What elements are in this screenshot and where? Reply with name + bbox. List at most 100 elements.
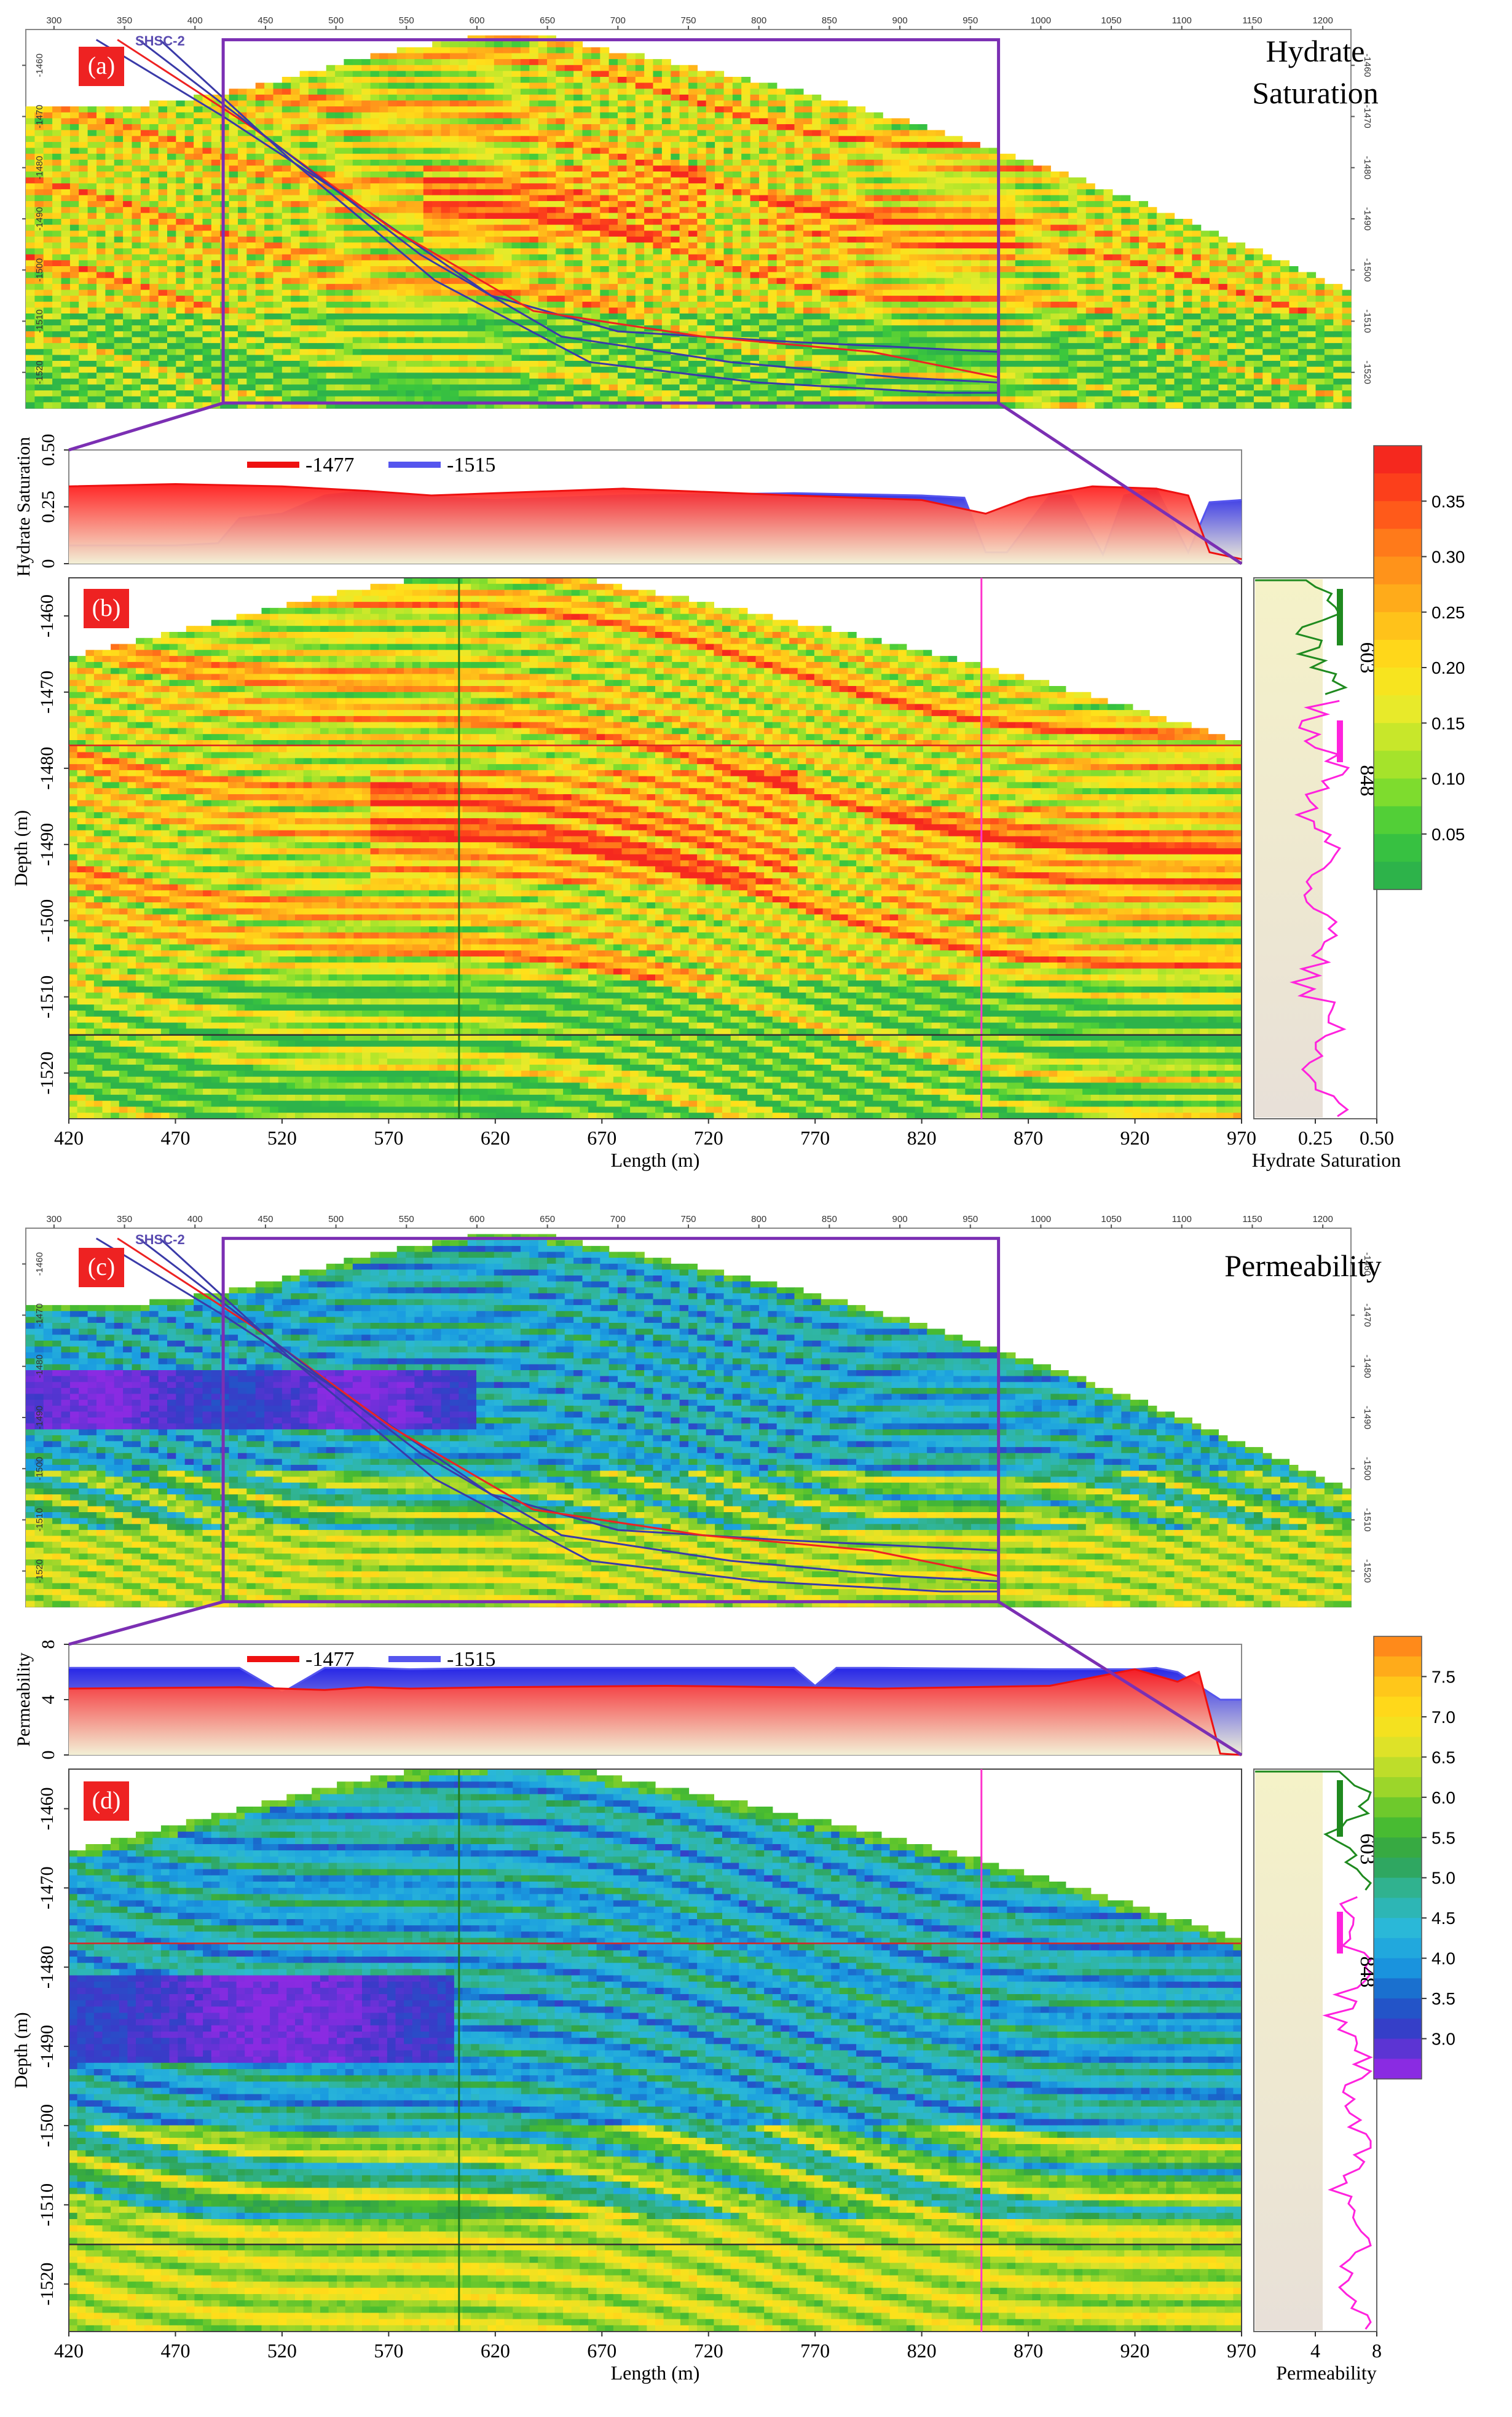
- heat-cell: [353, 112, 362, 119]
- heat-cell: [185, 302, 194, 308]
- heat-cell: [229, 213, 238, 219]
- heat-cell: [167, 178, 176, 184]
- heat-cell: [414, 278, 423, 284]
- heat-cell: [185, 320, 194, 326]
- heat-cell: [194, 260, 203, 266]
- heat-cell: [335, 95, 344, 101]
- heat-cell: [167, 165, 176, 172]
- heat-cell: [176, 355, 185, 361]
- heat-cell: [246, 320, 256, 326]
- heat-cell: [282, 112, 291, 119]
- heat-cell: [176, 154, 185, 160]
- heat-cell: [211, 290, 221, 296]
- heat-cell: [414, 361, 423, 367]
- heat-cell: [256, 260, 265, 266]
- heat-cell: [246, 313, 256, 320]
- heat-cell: [167, 307, 176, 313]
- heat-cell: [291, 337, 300, 344]
- heat-cell: [406, 83, 415, 89]
- heat-cell: [264, 160, 274, 166]
- heat-cell: [309, 83, 318, 89]
- heat-cell: [335, 272, 344, 278]
- heat-cell: [256, 343, 265, 349]
- heat-cell: [141, 254, 150, 261]
- heat-cell: [203, 272, 212, 278]
- heat-cell: [203, 343, 212, 349]
- heat-cell: [220, 373, 229, 379]
- heat-cell: [79, 290, 88, 296]
- heat-cell: [317, 195, 326, 202]
- heat-cell: [26, 290, 35, 296]
- heat-cell: [96, 189, 106, 195]
- heat-cell: [309, 325, 318, 331]
- heat-cell: [397, 201, 406, 207]
- heat-cell: [317, 189, 326, 195]
- heat-cell: [141, 231, 150, 237]
- heat-cell: [26, 219, 35, 225]
- heat-cell: [194, 225, 203, 231]
- heat-cell: [167, 284, 176, 290]
- heat-cell: [353, 225, 362, 231]
- heat-cell: [388, 189, 397, 195]
- heat-cell: [52, 243, 61, 249]
- heat-cell: [238, 337, 247, 344]
- heat-cell: [397, 296, 406, 302]
- heat-cell: [220, 355, 229, 361]
- heat-cell: [61, 320, 71, 326]
- heat-cell: [167, 189, 176, 195]
- heat-cell: [229, 225, 238, 231]
- heat-cell: [96, 302, 106, 308]
- heat-cell: [291, 172, 300, 178]
- heat-cell: [96, 154, 106, 160]
- heat-cell: [220, 243, 229, 249]
- heat-cell: [246, 101, 256, 107]
- heat-cell: [79, 207, 88, 213]
- heat-cell: [379, 124, 388, 130]
- heat-cell: [203, 130, 212, 136]
- heat-cell: [379, 71, 388, 77]
- heat-cell: [61, 112, 71, 119]
- heat-cell: [229, 260, 238, 266]
- heat-cell: [397, 195, 406, 202]
- heat-cell: [309, 278, 318, 284]
- heat-cell: [388, 337, 397, 344]
- heat-cell: [149, 390, 159, 396]
- heat-cell: [194, 390, 203, 396]
- heat-cell: [397, 112, 406, 119]
- heat-cell: [344, 272, 353, 278]
- heat-cell: [132, 172, 141, 178]
- heat-cell: [441, 154, 451, 160]
- heat-cell: [105, 349, 114, 355]
- heat-cell: [220, 154, 229, 160]
- heat-cell: [52, 367, 61, 373]
- heat-cell: [96, 325, 106, 331]
- heat-cell: [441, 207, 451, 213]
- heat-cell: [274, 367, 283, 373]
- heat-cell: [432, 302, 441, 308]
- heat-cell: [203, 254, 212, 261]
- heat-cell: [96, 248, 106, 254]
- heat-cell: [176, 225, 185, 231]
- heat-cell: [26, 402, 35, 408]
- heat-cell: [361, 95, 371, 101]
- heat-cell: [79, 396, 88, 403]
- heat-cell: [167, 172, 176, 178]
- heat-cell: [317, 272, 326, 278]
- heat-cell: [44, 248, 53, 254]
- heat-cell: [291, 95, 300, 101]
- heat-cell: [167, 302, 176, 308]
- heat-cell: [70, 112, 79, 119]
- heat-cell: [371, 337, 380, 344]
- heat-cell: [441, 183, 451, 189]
- heat-cell: [423, 307, 433, 313]
- heat-cell: [361, 349, 371, 355]
- heat-cell: [34, 349, 44, 355]
- heat-cell: [141, 165, 150, 172]
- heat-cell: [432, 59, 441, 65]
- heat-cell: [335, 154, 344, 160]
- heat-cell: [361, 195, 371, 202]
- heat-cell: [203, 201, 212, 207]
- heat-cell: [406, 142, 415, 148]
- heat-cell: [141, 325, 150, 331]
- heat-cell: [406, 266, 415, 272]
